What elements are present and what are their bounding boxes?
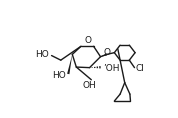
Text: OH: OH	[83, 81, 96, 91]
Text: HO: HO	[35, 50, 49, 59]
Text: Cl: Cl	[135, 64, 144, 73]
Text: HO: HO	[52, 71, 65, 80]
Text: O: O	[104, 48, 111, 57]
Text: ’OH: ’OH	[103, 64, 119, 73]
Text: O: O	[84, 36, 91, 45]
Polygon shape	[67, 54, 72, 74]
Polygon shape	[101, 53, 107, 57]
